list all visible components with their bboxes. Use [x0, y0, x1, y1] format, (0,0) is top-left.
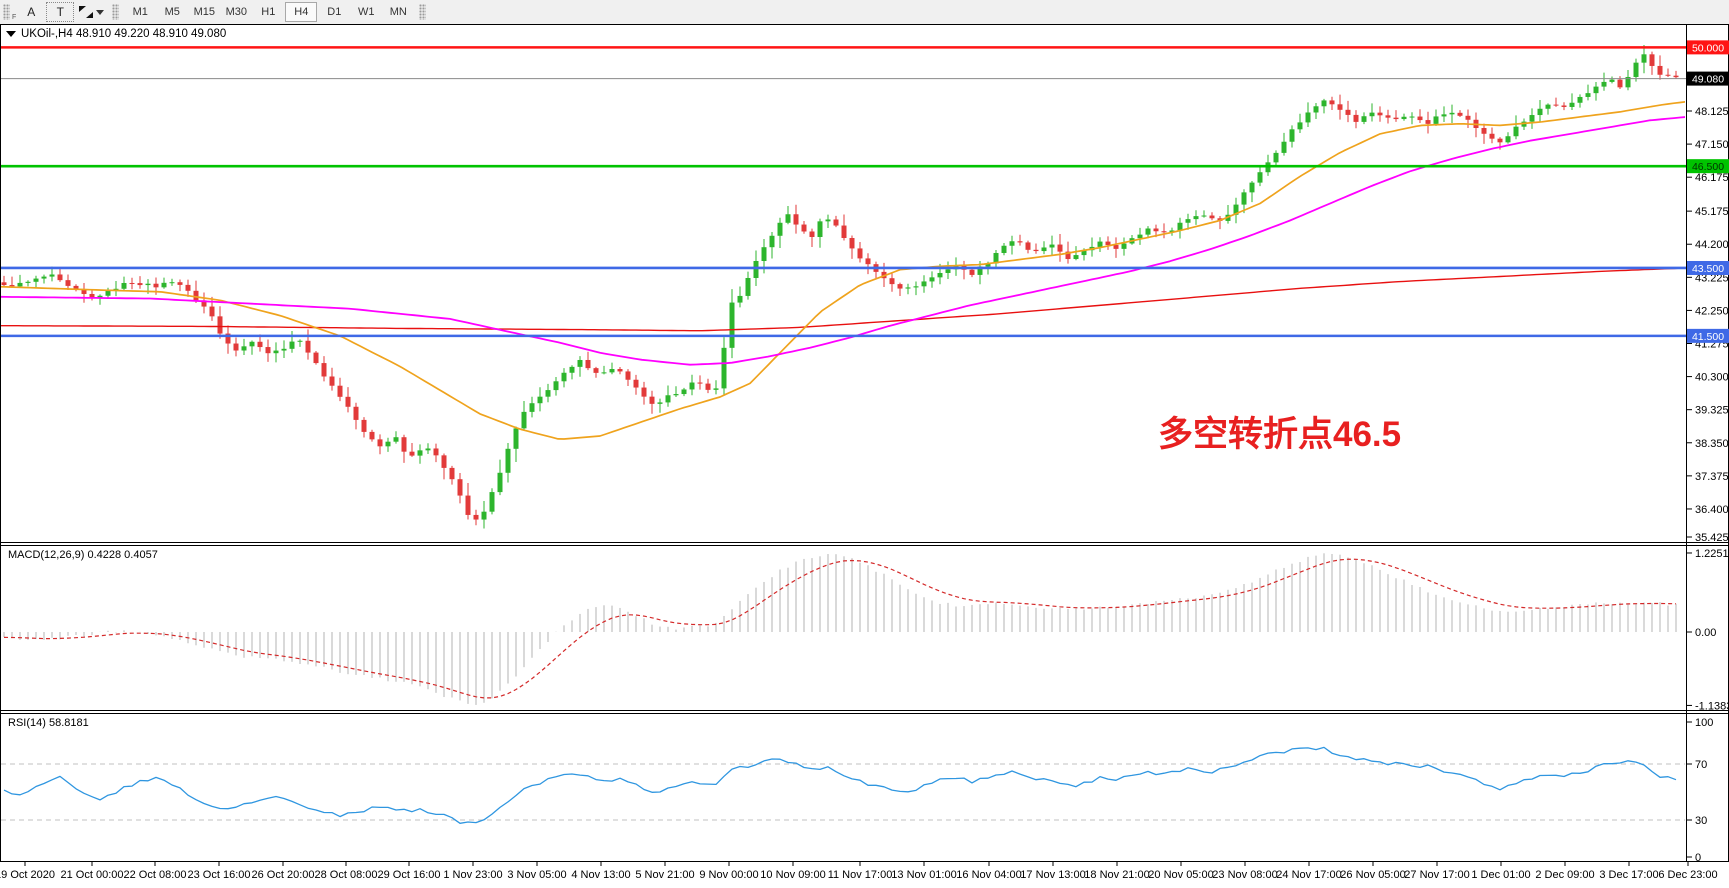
svg-text:49.080: 49.080 — [1692, 74, 1724, 86]
toolbar-grip-2[interactable] — [112, 4, 120, 20]
chevron-down-icon[interactable] — [96, 9, 105, 15]
svg-text:37.375: 37.375 — [1695, 471, 1729, 483]
toolbar-grip-label: F — [12, 13, 17, 21]
annotate-text-button[interactable]: A — [27, 5, 36, 19]
svg-text:48.125: 48.125 — [1695, 106, 1729, 118]
svg-text:23 Oct 16:00: 23 Oct 16:00 — [188, 869, 251, 881]
svg-text:3 Dec 17:00: 3 Dec 17:00 — [1599, 869, 1658, 881]
svg-text:29 Oct 16:00: 29 Oct 16:00 — [378, 869, 441, 881]
svg-text:38.350: 38.350 — [1695, 438, 1729, 450]
svg-text:10 Nov 09:00: 10 Nov 09:00 — [760, 869, 825, 881]
timeframe-button-m5[interactable]: M5 — [164, 6, 180, 18]
svg-text:46.500: 46.500 — [1692, 161, 1724, 173]
chart-menu-arrow-icon[interactable] — [6, 31, 16, 37]
toolbar-grip[interactable] — [3, 4, 10, 20]
svg-text:26 Oct 20:00: 26 Oct 20:00 — [252, 869, 315, 881]
svg-text:19 Oct 2020: 19 Oct 2020 — [0, 869, 55, 881]
timeframe-button-h4[interactable]: H4 — [285, 2, 318, 22]
svg-text:11 Nov 17:00: 11 Nov 17:00 — [828, 869, 893, 881]
svg-text:1 Dec 01:00: 1 Dec 01:00 — [1471, 869, 1530, 881]
svg-text:35.425: 35.425 — [1695, 532, 1729, 544]
svg-text:9 Nov 00:00: 9 Nov 00:00 — [699, 869, 758, 881]
svg-text:20 Nov 05:00: 20 Nov 05:00 — [1148, 869, 1213, 881]
svg-text:70: 70 — [1695, 759, 1707, 771]
svg-text:100: 100 — [1695, 717, 1713, 729]
svg-text:0.00: 0.00 — [1695, 627, 1716, 639]
candles-layer — [1, 44, 1679, 529]
horizontal-lines-layer — [0, 46, 1686, 338]
time-axis: 19 Oct 2020 21 Oct 00:00 22 Oct 08:00 23 Oc… — [0, 862, 1718, 881]
svg-text:36.400: 36.400 — [1695, 504, 1729, 516]
cursor-arrows-icon — [79, 5, 94, 19]
timeframe-button-d1[interactable]: D1 — [327, 6, 342, 18]
svg-text:42.250: 42.250 — [1695, 305, 1729, 317]
svg-text:17 Nov 13:00: 17 Nov 13:00 — [1020, 869, 1085, 881]
svg-text:21 Oct 00:00: 21 Oct 00:00 — [61, 869, 124, 881]
toolbar: F A T M1 M5 M15 M30 H1 H4 D1 W1 MN — [0, 0, 1729, 24]
svg-text:39.325: 39.325 — [1695, 405, 1729, 417]
macd-layer — [3, 553, 1677, 705]
panel-borders — [0, 24, 1729, 862]
svg-text:0: 0 — [1695, 852, 1701, 864]
svg-text:27 Nov 17:00: 27 Nov 17:00 — [1404, 869, 1469, 881]
svg-text:16 Nov 04:00: 16 Nov 04:00 — [956, 869, 1021, 881]
svg-text:30: 30 — [1695, 815, 1707, 827]
timeframe-button-h1[interactable]: H1 — [261, 6, 276, 18]
svg-text:-1.1383: -1.1383 — [1695, 700, 1729, 712]
svg-text:43.500: 43.500 — [1692, 263, 1724, 275]
svg-text:23 Nov 08:00: 23 Nov 08:00 — [1212, 869, 1277, 881]
svg-text:1 Nov 23:00: 1 Nov 23:00 — [443, 869, 502, 881]
svg-text:6 Dec 23:00: 6 Dec 23:00 — [1658, 869, 1717, 881]
svg-text:26 Nov 05:00: 26 Nov 05:00 — [1340, 869, 1405, 881]
timeframe-button-m30[interactable]: M30 — [225, 6, 247, 18]
svg-text:41.500: 41.500 — [1692, 331, 1724, 343]
timeframe-button-m15[interactable]: M15 — [193, 6, 215, 18]
svg-text:2 Dec 09:00: 2 Dec 09:00 — [1535, 869, 1594, 881]
timeframe-button-mn[interactable]: MN — [389, 6, 407, 18]
text-label-button[interactable]: T — [46, 2, 75, 22]
chart-title: UKOil-,H4 48.910 49.220 48.910 49.080 — [21, 28, 227, 40]
rsi-indicator-label: RSI(14) 58.8181 — [8, 717, 89, 729]
cursor-tool-button[interactable] — [76, 3, 107, 21]
svg-text:1.2251: 1.2251 — [1695, 548, 1729, 560]
svg-text:44.200: 44.200 — [1695, 239, 1729, 251]
svg-text:46.175: 46.175 — [1695, 172, 1729, 184]
rsi-layer — [1, 746, 1685, 824]
svg-text:47.150: 47.150 — [1695, 139, 1729, 151]
svg-text:24 Nov 17:00: 24 Nov 17:00 — [1276, 869, 1341, 881]
svg-text:3 Nov 05:00: 3 Nov 05:00 — [507, 869, 566, 881]
toolbar-grip-3[interactable] — [419, 4, 427, 20]
svg-text:50.000: 50.000 — [1692, 42, 1724, 54]
timeframe-button-w1[interactable]: W1 — [358, 6, 375, 18]
svg-text:43.225: 43.225 — [1695, 272, 1729, 284]
moving-averages-layer — [1, 100, 1685, 440]
svg-text:4 Nov 13:00: 4 Nov 13:00 — [571, 869, 630, 881]
price-axis: 48.125 47.150 46.175 45.175 44.200 43.225 42.2… — [1687, 106, 1729, 864]
price-tags: 50.000 46.500 43.500 41.500 49.080 — [1687, 40, 1729, 343]
svg-text:22 Oct 08:00: 22 Oct 08:00 — [124, 869, 187, 881]
timeframe-bar: M1 M5 M15 M30 H1 H4 D1 W1 MN — [124, 2, 414, 22]
svg-text:28 Oct 08:00: 28 Oct 08:00 — [315, 869, 378, 881]
annotation-text: 多空转折点46.5 — [1158, 415, 1402, 454]
svg-text:18 Nov 21:00: 18 Nov 21:00 — [1084, 869, 1149, 881]
timeframe-button-m1[interactable]: M1 — [132, 6, 148, 18]
chart-title-row: UKOil-,H4 48.910 49.220 48.910 49.080 — [6, 28, 226, 40]
macd-indicator-label: MACD(12,26,9) 0.4228 0.4057 — [8, 549, 158, 561]
svg-text:40.300: 40.300 — [1695, 372, 1729, 384]
svg-text:45.175: 45.175 — [1695, 206, 1729, 218]
svg-text:13 Nov 01:00: 13 Nov 01:00 — [891, 869, 956, 881]
svg-text:5 Nov 21:00: 5 Nov 21:00 — [635, 869, 694, 881]
